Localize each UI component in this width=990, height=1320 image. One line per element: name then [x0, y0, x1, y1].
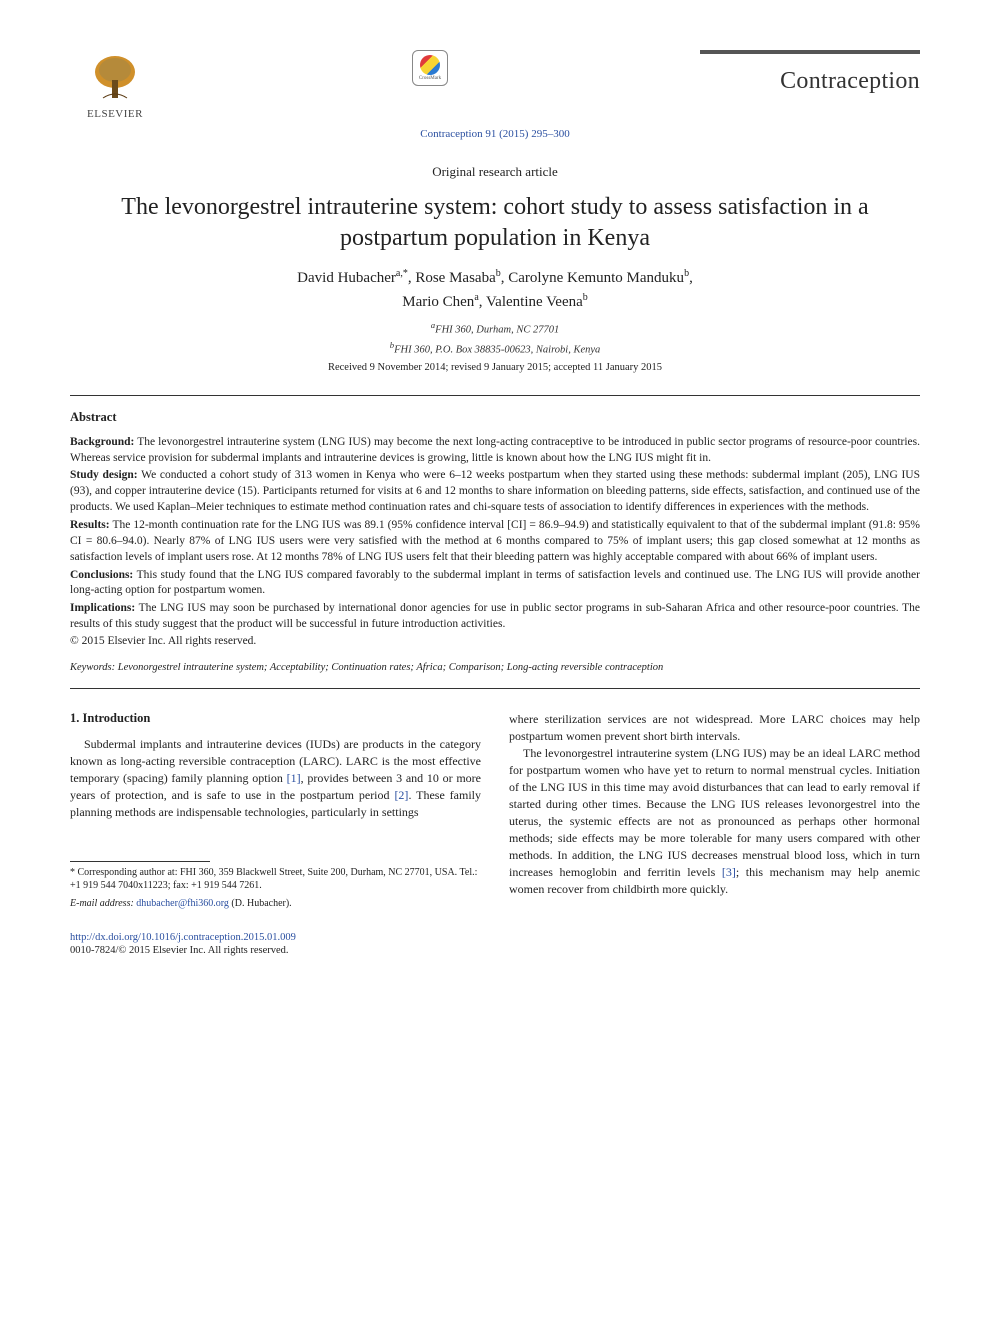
copyright: © 2015 Elsevier Inc. All rights reserved… [70, 635, 920, 647]
intro-para-1-cont: where sterilization services are not wid… [509, 711, 920, 745]
abstract-results: Results: The 12-month continuation rate … [70, 518, 920, 566]
author-2: , Rose Masaba [408, 270, 496, 286]
crossmark-label: CrossMark [419, 76, 441, 81]
right-column: where sterilization services are not wid… [509, 711, 920, 957]
journal-block: Contraception [700, 50, 920, 95]
journal-name: Contraception [700, 68, 920, 95]
article-type: Original research article [70, 164, 920, 180]
background-text: The levonorgestrel intrauterine system (… [70, 436, 920, 464]
author-4: Mario Chen [402, 294, 474, 310]
keywords-text: Levonorgestrel intrauterine system; Acce… [115, 662, 663, 673]
results-text: The 12-month continuation rate for the L… [70, 519, 920, 563]
elsevier-tree-icon [87, 50, 143, 106]
author-1-affil: a,* [396, 268, 408, 279]
publisher-logo-block: ELSEVIER [70, 50, 160, 120]
design-text: We conducted a cohort study of 313 women… [70, 469, 920, 513]
email-person: (D. Hubacher). [229, 898, 292, 909]
keywords-label: Keywords: [70, 662, 115, 673]
divider-top [70, 395, 920, 396]
citation-2[interactable]: [2] [394, 788, 408, 802]
corr-label: * Corresponding author at: [70, 867, 180, 878]
article-title: The levonorgestrel intrauterine system: … [70, 192, 920, 254]
abstract-block: Abstract Background: The levonorgestrel … [70, 410, 920, 676]
implications-label: Implications: [70, 602, 135, 614]
author-3: , Carolyne Kemunto Manduku [501, 270, 684, 286]
divider-bottom [70, 688, 920, 689]
abstract-implications: Implications: The LNG IUS may soon be pu… [70, 601, 920, 633]
abstract-design: Study design: We conducted a cohort stud… [70, 468, 920, 516]
background-label: Background: [70, 436, 134, 448]
crossmark-badge[interactable]: CrossMark [412, 50, 448, 86]
header-row: ELSEVIER CrossMark Contraception [70, 50, 920, 120]
article-dates: Received 9 November 2014; revised 9 Janu… [70, 362, 920, 373]
authors-block: David Hubachera,*, Rose Masaba b , Carolyn… [70, 266, 920, 313]
conclusions-label: Conclusions: [70, 569, 133, 581]
citation-3[interactable]: [3] [722, 865, 736, 879]
keywords-line: Keywords: Levonorgestrel intrauterine sy… [70, 661, 920, 676]
intro-para-2: The levonorgestrel intrauterine system (… [509, 745, 920, 898]
intro-para-1: Subdermal implants and intrauterine devi… [70, 736, 481, 821]
author-5: , Valentine Veena [479, 294, 583, 310]
abstract-heading: Abstract [70, 410, 920, 425]
affil-a: FHI 360, Durham, NC 27701 [435, 325, 559, 336]
email-footnote: E-mail address: dhubacher@fhi360.org (D.… [70, 897, 481, 911]
corresponding-author-footnote: * Corresponding author at: FHI 360, 359 … [70, 866, 481, 893]
section-1-heading: 1. Introduction [70, 711, 481, 726]
crossmark-icon [420, 55, 440, 75]
design-label: Study design: [70, 469, 138, 481]
email-label: E-mail address: [70, 898, 134, 909]
footnote-rule [70, 861, 210, 862]
abstract-background: Background: The levonorgestrel intrauter… [70, 435, 920, 467]
body-columns: 1. Introduction Subdermal implants and i… [70, 711, 920, 957]
abstract-conclusions: Conclusions: This study found that the L… [70, 568, 920, 600]
author-1: David Hubacher [297, 270, 396, 286]
affil-b: FHI 360, P.O. Box 38835-00623, Nairobi, … [394, 344, 600, 355]
publisher-name: ELSEVIER [87, 108, 143, 120]
left-column: 1. Introduction Subdermal implants and i… [70, 711, 481, 957]
affiliations: aFHI 360, Durham, NC 27701 bFHI 360, P.O… [70, 319, 920, 357]
conclusions-text: This study found that the LNG IUS compar… [70, 569, 920, 597]
citation-line: Contraception 91 (2015) 295–300 [70, 128, 920, 140]
citation-1[interactable]: [1] [287, 771, 301, 785]
issn-copyright: 0010-7824/© 2015 Elsevier Inc. All right… [70, 945, 481, 956]
results-label: Results: [70, 519, 110, 531]
email-link[interactable]: dhubacher@fhi360.org [136, 898, 229, 909]
author-5-affil: b [583, 292, 588, 303]
doi-link[interactable]: http://dx.doi.org/10.1016/j.contraceptio… [70, 932, 481, 943]
implications-text: The LNG IUS may soon be purchased by int… [70, 602, 920, 630]
